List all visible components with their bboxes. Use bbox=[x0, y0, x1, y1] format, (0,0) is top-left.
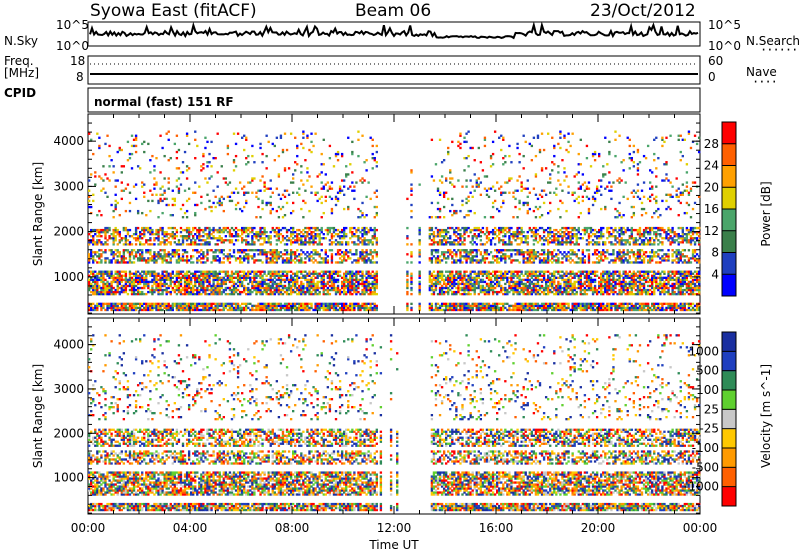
nave-label: Nave bbox=[746, 65, 777, 79]
beam-title: Beam 06 bbox=[355, 1, 432, 21]
y-tick-label: 3000 bbox=[53, 179, 84, 193]
colorbar-tick-label: 500 bbox=[696, 364, 719, 378]
colorbar-tick-label: -100 bbox=[692, 441, 719, 455]
nave-tick-top: 60 bbox=[708, 54, 724, 68]
colorbar-segment bbox=[722, 187, 736, 210]
x-tick-label: 20:00 bbox=[581, 521, 616, 535]
nave-dots: ···· bbox=[752, 75, 778, 89]
colorbar-tick-label: 100 bbox=[696, 383, 719, 397]
colorbar-tick-label: 8 bbox=[711, 246, 719, 260]
velocity-axis-ticks: 1000 2000 3000 4000 bbox=[53, 318, 701, 514]
freq-tick-bottom: 8 bbox=[76, 70, 84, 84]
velocity-panel: 1000 2000 3000 4000 bbox=[53, 317, 701, 515]
colorbar-segment bbox=[722, 332, 736, 352]
colorbar-segment bbox=[722, 448, 736, 468]
colorbar-tick-label: 4 bbox=[711, 267, 719, 281]
colorbar-frame bbox=[721, 331, 737, 507]
x-axis-label: Time UT bbox=[368, 538, 419, 552]
nsky-label: N.Sky bbox=[4, 34, 39, 48]
date-title: 23/Oct/2012 bbox=[590, 1, 696, 21]
y-tick-label: 1000 bbox=[53, 471, 84, 485]
power-colorbar-label: Power [dB] bbox=[759, 181, 773, 246]
freq-panel bbox=[87, 55, 701, 85]
cpid-label: CPID bbox=[4, 86, 37, 100]
cpid-panel bbox=[87, 87, 701, 113]
freq-label-2: [MHz] bbox=[4, 66, 40, 80]
colorbar-segment bbox=[722, 370, 736, 391]
colorbar-tick-label: -1000 bbox=[684, 480, 719, 494]
freq-label-1: Freq. bbox=[4, 54, 34, 68]
power-panel: 1000 2000 3000 4000 bbox=[53, 113, 701, 315]
y-tick-label: 3000 bbox=[53, 382, 84, 396]
freq-tick-top: 18 bbox=[70, 54, 86, 68]
power-axis-ticks: 1000 2000 3000 4000 bbox=[53, 114, 701, 314]
power-colorbar: 4 8 12 16 20 24 28 bbox=[704, 121, 737, 297]
x-tick-label: 12:00 bbox=[377, 521, 412, 535]
y-tick-label: 1000 bbox=[53, 270, 84, 284]
x-tick-label: 16:00 bbox=[479, 521, 514, 535]
x-tick-label: 08:00 bbox=[275, 521, 310, 535]
colorbar-segment bbox=[722, 428, 736, 449]
nave-tick-bottom: 0 bbox=[708, 70, 716, 84]
x-tick-label: 00:00 bbox=[71, 521, 106, 535]
colorbar-tick-label: 1000 bbox=[688, 344, 719, 358]
nsky-panel bbox=[87, 21, 701, 47]
colorbar-tick-label: 16 bbox=[704, 202, 719, 216]
velocity-colorbar: -1000 -500 -100 -25 25 100 500 1000 bbox=[684, 331, 737, 507]
power-data-cells bbox=[88, 130, 701, 312]
nsky-trace bbox=[89, 21, 699, 40]
colorbar-tick-label: 20 bbox=[704, 180, 719, 194]
nsky-tick-bottom: 10^0 bbox=[56, 39, 89, 53]
nsearch-dots: ······· bbox=[760, 43, 800, 57]
velocity-data-cells bbox=[88, 334, 701, 512]
colorbar-segment bbox=[722, 390, 736, 410]
y-tick-label: 4000 bbox=[53, 338, 84, 352]
colorbar-tick-label: -500 bbox=[692, 460, 719, 474]
x-tick-label: 00:00 bbox=[683, 521, 718, 535]
colorbar-segment bbox=[722, 165, 736, 188]
colorbar-segment bbox=[722, 252, 736, 275]
y-tick-label: 2000 bbox=[53, 225, 84, 239]
colorbar-tick-label: 25 bbox=[704, 402, 719, 416]
colorbar-segment bbox=[722, 122, 736, 145]
colorbar-segment bbox=[722, 486, 736, 507]
velocity-colorbar-label: Velocity [m s^-1] bbox=[759, 364, 773, 468]
nsearch-tick-top: 10^5 bbox=[708, 18, 741, 32]
colorbar-segment bbox=[722, 351, 736, 372]
y-tick-label: 4000 bbox=[53, 134, 84, 148]
colorbar-segment bbox=[722, 274, 736, 297]
nsky-tick-top: 10^5 bbox=[56, 18, 89, 32]
colorbar-segment bbox=[722, 230, 736, 253]
velocity-y-axis-label: Slant Range [km] bbox=[31, 364, 45, 468]
colorbar-tick-label: 28 bbox=[704, 137, 719, 151]
nsearch-tick-bottom: 10^0 bbox=[708, 39, 741, 53]
nsearch-label: N.Search bbox=[746, 34, 800, 48]
colorbar-tick-label: 24 bbox=[704, 159, 719, 173]
cpid-text: normal (fast) 151 RF bbox=[94, 95, 234, 109]
colorbar-segment bbox=[722, 209, 736, 232]
station-title: Syowa East (fitACF) bbox=[90, 1, 257, 21]
colorbar-segment bbox=[722, 409, 736, 430]
y-tick-label: 2000 bbox=[53, 426, 84, 440]
colorbar-segment bbox=[722, 467, 736, 488]
colorbar-tick-label: -25 bbox=[699, 422, 719, 436]
x-tick-label: 04:00 bbox=[173, 521, 208, 535]
power-y-axis-label: Slant Range [km] bbox=[31, 162, 45, 266]
colorbar-tick-label: 12 bbox=[704, 224, 719, 238]
colorbar-segment bbox=[722, 143, 736, 166]
